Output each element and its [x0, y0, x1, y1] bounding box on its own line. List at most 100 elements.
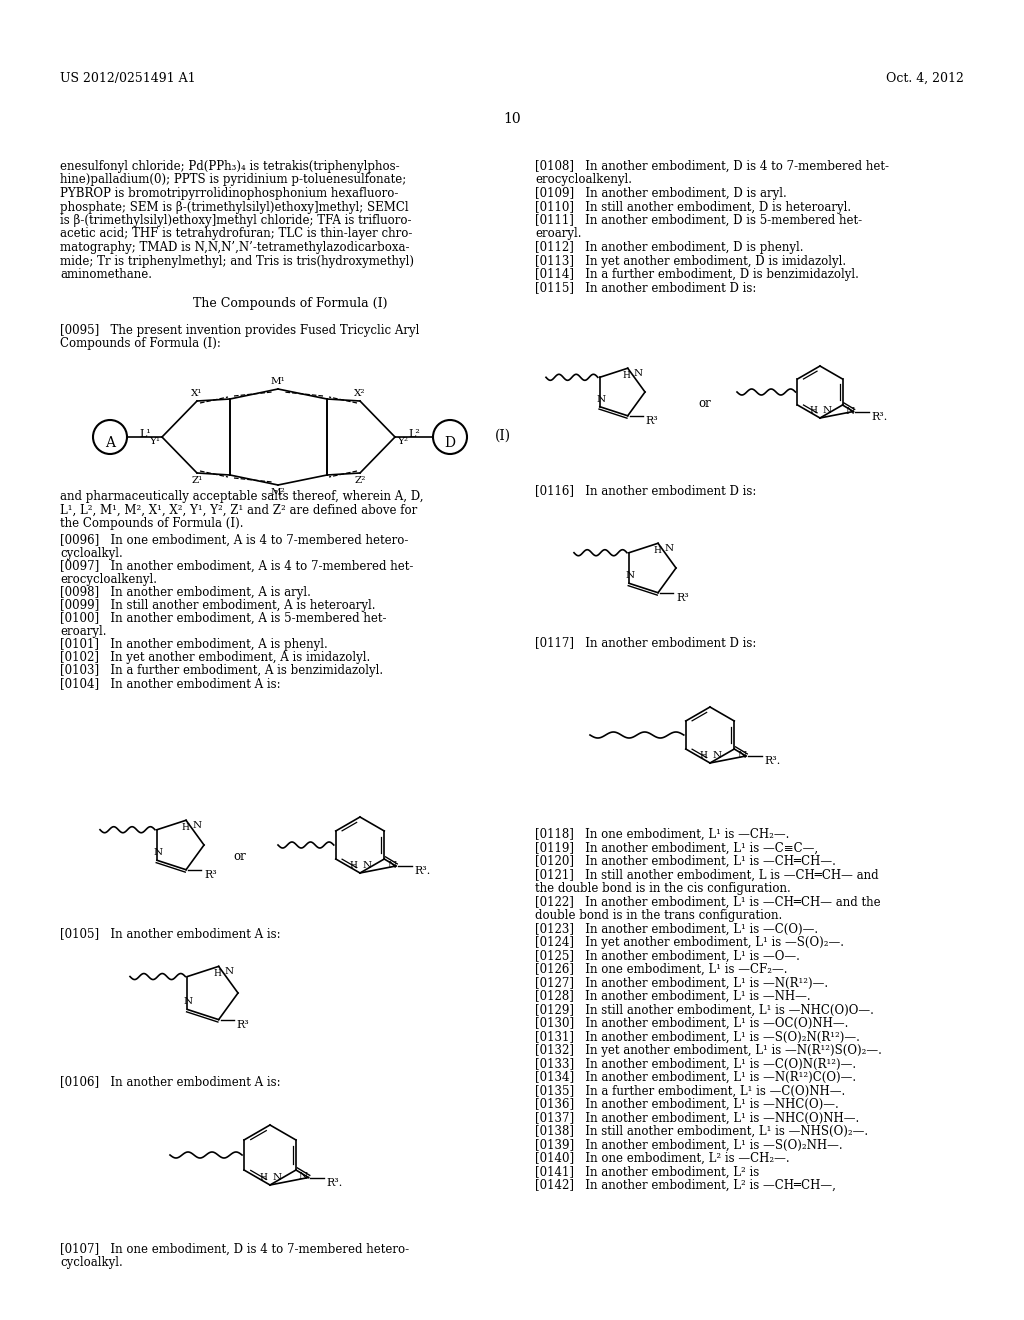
Text: (I): (I): [495, 429, 511, 444]
Text: Compounds of Formula (I):: Compounds of Formula (I):: [60, 337, 221, 350]
Text: [0100]   In another embodiment, A is 5-membered het-: [0100] In another embodiment, A is 5-mem…: [60, 612, 386, 624]
Text: R³: R³: [676, 593, 689, 603]
Text: [0108]   In another embodiment, D is 4 to 7-membered het-: [0108] In another embodiment, D is 4 to …: [535, 160, 889, 173]
Text: H: H: [214, 969, 221, 978]
Text: [0127]   In another embodiment, L¹ is —N(R¹²)—.: [0127] In another embodiment, L¹ is —N(R…: [535, 977, 828, 990]
Text: [0102]   In yet another embodiment, A is imidazolyl.: [0102] In yet another embodiment, A is i…: [60, 651, 371, 664]
Text: [0103]   In a further embodiment, A is benzimidazolyl.: [0103] In a further embodiment, A is ben…: [60, 664, 383, 677]
Text: [0134]   In another embodiment, L¹ is —N(R¹²)C(O)—.: [0134] In another embodiment, L¹ is —N(R…: [535, 1071, 856, 1084]
Text: double bond is in the trans configuration.: double bond is in the trans configuratio…: [535, 909, 782, 921]
Text: eroaryl.: eroaryl.: [535, 227, 582, 240]
Text: [0118]   In one embodiment, L¹ is —CH₂—.: [0118] In one embodiment, L¹ is —CH₂—.: [535, 828, 790, 841]
Text: R³.: R³.: [327, 1177, 343, 1188]
Text: [0097]   In another embodiment, A is 4 to 7-membered het-: [0097] In another embodiment, A is 4 to …: [60, 560, 414, 573]
Text: is β-(trimethylsilyl)ethoxy]methyl chloride; TFA is trifluoro-: is β-(trimethylsilyl)ethoxy]methyl chlor…: [60, 214, 412, 227]
Text: N: N: [193, 821, 201, 830]
Text: N: N: [224, 968, 233, 977]
Text: N: N: [713, 751, 722, 760]
Text: R³.: R³.: [871, 412, 888, 421]
Text: [0113]   In yet another embodiment, D is imidazolyl.: [0113] In yet another embodiment, D is i…: [535, 255, 846, 268]
Text: M²: M²: [270, 488, 286, 498]
Text: N: N: [273, 1173, 283, 1181]
Text: [0105]   In another embodiment A is:: [0105] In another embodiment A is:: [60, 927, 281, 940]
Text: phosphate; SEM is β-(trimethylsilyl)ethoxy]methyl; SEMCl: phosphate; SEM is β-(trimethylsilyl)etho…: [60, 201, 409, 214]
Text: [0109]   In another embodiment, D is aryl.: [0109] In another embodiment, D is aryl.: [535, 187, 786, 201]
Text: [0117]   In another embodiment D is:: [0117] In another embodiment D is:: [535, 636, 757, 649]
Text: [0112]   In another embodiment, D is phenyl.: [0112] In another embodiment, D is pheny…: [535, 242, 804, 253]
Text: [0135]   In a further embodiment, L¹ is —C(O)NH—.: [0135] In a further embodiment, L¹ is —C…: [535, 1085, 845, 1097]
Text: X¹: X¹: [191, 389, 203, 399]
Text: R³.: R³.: [764, 756, 780, 766]
Text: cycloalkyl.: cycloalkyl.: [60, 1257, 123, 1269]
Text: A: A: [105, 436, 115, 450]
Text: R³: R³: [646, 416, 658, 426]
Text: Y¹: Y¹: [150, 437, 160, 446]
Text: [0141]   In another embodiment, L² is: [0141] In another embodiment, L² is: [535, 1166, 759, 1179]
Text: [0115]   In another embodiment D is:: [0115] In another embodiment D is:: [535, 281, 757, 294]
Text: H: H: [623, 371, 631, 380]
Text: [0124]   In yet another embodiment, L¹ is —S(O)₂—.: [0124] In yet another embodiment, L¹ is …: [535, 936, 844, 949]
Text: [0095]   The present invention provides Fused Tricyclic Aryl: [0095] The present invention provides Fu…: [60, 323, 420, 337]
Text: [0104]   In another embodiment A is:: [0104] In another embodiment A is:: [60, 677, 281, 690]
Text: H: H: [259, 1173, 267, 1181]
Text: [0142]   In another embodiment, L² is —CH═CH—,: [0142] In another embodiment, L² is —CH═…: [535, 1179, 836, 1192]
Text: [0136]   In another embodiment, L¹ is —NHC(O)—.: [0136] In another embodiment, L¹ is —NHC…: [535, 1098, 839, 1111]
Text: R³: R³: [204, 870, 217, 879]
Text: [0138]   In still another embodiment, L¹ is —NHS(O)₂—.: [0138] In still another embodiment, L¹ i…: [535, 1125, 868, 1138]
Text: H: H: [699, 751, 707, 760]
Text: [0114]   In a further embodiment, D is benzimidazolyl.: [0114] In a further embodiment, D is ben…: [535, 268, 859, 281]
Text: hine)palladium(0); PPTS is pyridinium p-toluenesulfonate;: hine)palladium(0); PPTS is pyridinium p-…: [60, 173, 407, 186]
Text: N: N: [846, 407, 855, 416]
Text: [0106]   In another embodiment A is:: [0106] In another embodiment A is:: [60, 1074, 281, 1088]
Text: Z¹: Z¹: [191, 477, 203, 484]
Text: Z²: Z²: [354, 477, 366, 484]
Text: N: N: [154, 849, 163, 857]
Text: enesulfonyl chloride; Pd(PPh₃)₄ is tetrakis(triphenylphos-: enesulfonyl chloride; Pd(PPh₃)₄ is tetra…: [60, 160, 399, 173]
Text: and pharmaceutically acceptable salts thereof, wherein A, D,: and pharmaceutically acceptable salts th…: [60, 490, 424, 503]
Text: [0129]   In still another embodiment, L¹ is —NHC(O)O—.: [0129] In still another embodiment, L¹ i…: [535, 1003, 873, 1016]
Text: D: D: [444, 436, 456, 450]
Text: [0133]   In another embodiment, L¹ is —C(O)N(R¹²)—.: [0133] In another embodiment, L¹ is —C(O…: [535, 1057, 856, 1071]
Text: N: N: [387, 861, 396, 870]
Text: US 2012/0251491 A1: US 2012/0251491 A1: [60, 73, 196, 84]
Text: [0121]   In still another embodiment, L is —CH═CH— and: [0121] In still another embodiment, L is…: [535, 869, 879, 882]
Text: N: N: [737, 751, 746, 760]
Text: [0131]   In another embodiment, L¹ is —S(O)₂N(R¹²)—.: [0131] In another embodiment, L¹ is —S(O…: [535, 1031, 860, 1044]
Text: mide; Tr is triphenylmethyl; and Tris is tris(hydroxymethyl): mide; Tr is triphenylmethyl; and Tris is…: [60, 255, 414, 268]
Text: PYBROP is bromotripyrrolidinophosphonium hexafluoro-: PYBROP is bromotripyrrolidinophosphonium…: [60, 187, 398, 201]
Text: [0126]   In one embodiment, L¹ is —CF₂—.: [0126] In one embodiment, L¹ is —CF₂—.: [535, 964, 787, 975]
Text: Oct. 4, 2012: Oct. 4, 2012: [886, 73, 964, 84]
Text: [0128]   In another embodiment, L¹ is —NH—.: [0128] In another embodiment, L¹ is —NH—…: [535, 990, 811, 1003]
Text: H: H: [809, 407, 817, 414]
Text: N: N: [626, 572, 635, 581]
Text: R³: R³: [237, 1019, 250, 1030]
Text: the double bond is in the cis configuration.: the double bond is in the cis configurat…: [535, 882, 791, 895]
Text: aminomethane.: aminomethane.: [60, 268, 152, 281]
Text: [0107]   In one embodiment, D is 4 to 7-membered hetero-: [0107] In one embodiment, D is 4 to 7-me…: [60, 1243, 410, 1257]
Text: eroaryl.: eroaryl.: [60, 624, 106, 638]
Text: or: or: [233, 850, 247, 863]
Text: H: H: [653, 546, 660, 556]
Text: The Compounds of Formula (I): The Compounds of Formula (I): [193, 297, 387, 310]
Text: N: N: [664, 544, 673, 553]
Text: N: N: [823, 407, 833, 414]
Text: [0123]   In another embodiment, L¹ is —C(O)—.: [0123] In another embodiment, L¹ is —C(O…: [535, 923, 818, 936]
Text: [0137]   In another embodiment, L¹ is —NHC(O)NH—.: [0137] In another embodiment, L¹ is —NHC…: [535, 1111, 859, 1125]
Text: [0139]   In another embodiment, L¹ is —S(O)₂NH—.: [0139] In another embodiment, L¹ is —S(O…: [535, 1138, 843, 1151]
Text: L¹: L¹: [139, 429, 151, 440]
Text: N: N: [299, 1172, 308, 1181]
Text: [0125]   In another embodiment, L¹ is —O—.: [0125] In another embodiment, L¹ is —O—.: [535, 949, 800, 962]
Text: [0140]   In one embodiment, L² is —CH₂—.: [0140] In one embodiment, L² is —CH₂—.: [535, 1152, 790, 1166]
Text: 10: 10: [503, 112, 521, 125]
Text: L²: L²: [408, 429, 420, 440]
Text: [0101]   In another embodiment, A is phenyl.: [0101] In another embodiment, A is pheny…: [60, 638, 328, 651]
Text: M¹: M¹: [270, 378, 286, 385]
Text: N: N: [183, 998, 193, 1006]
Text: the Compounds of Formula (I).: the Compounds of Formula (I).: [60, 517, 244, 531]
Text: [0130]   In another embodiment, L¹ is —OC(O)NH—.: [0130] In another embodiment, L¹ is —OC(…: [535, 1016, 848, 1030]
Text: L¹, L², M¹, M², X¹, X², Y¹, Y², Z¹ and Z² are defined above for: L¹, L², M¹, M², X¹, X², Y¹, Y², Z¹ and Z…: [60, 503, 417, 516]
Text: [0099]   In still another embodiment, A is heteroaryl.: [0099] In still another embodiment, A is…: [60, 599, 376, 612]
Text: cycloalkyl.: cycloalkyl.: [60, 546, 123, 560]
Text: erocycloalkenyl.: erocycloalkenyl.: [535, 173, 632, 186]
Text: [0111]   In another embodiment, D is 5-membered het-: [0111] In another embodiment, D is 5-mem…: [535, 214, 862, 227]
